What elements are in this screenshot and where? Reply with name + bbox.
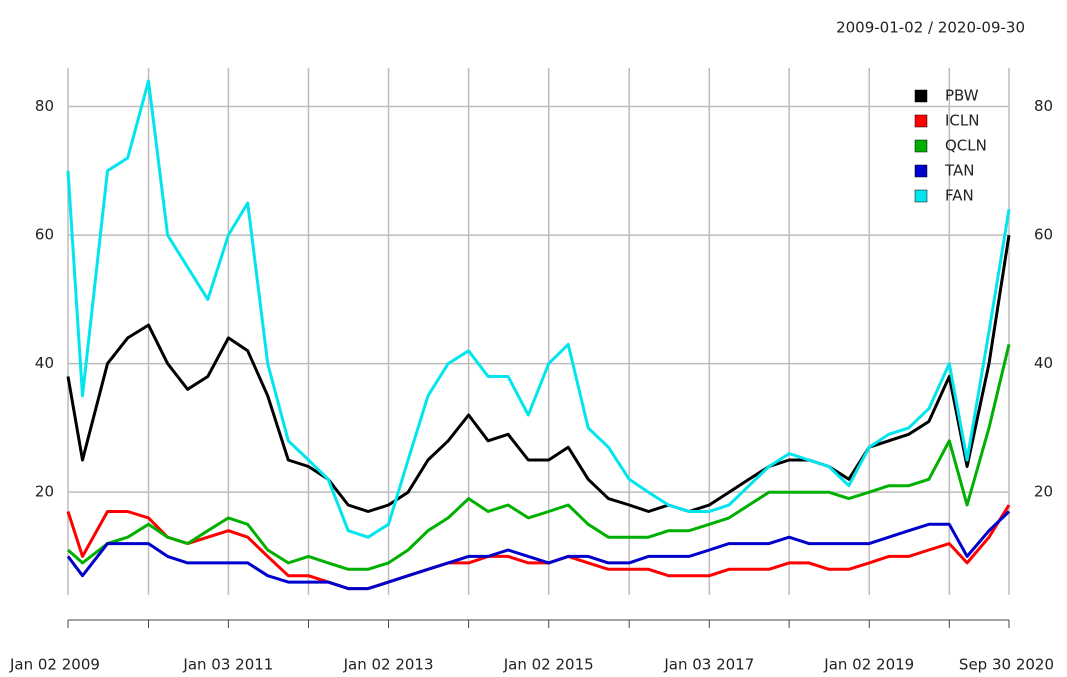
legend-swatch	[914, 164, 928, 178]
series-line	[66, 510, 1011, 591]
y-tick-label-right: 80	[1034, 97, 1053, 115]
series-line	[66, 234, 1011, 513]
y-tick-label: 60	[35, 226, 54, 244]
x-tick-label: Jan 02 2013	[343, 656, 434, 674]
series-line	[66, 79, 1011, 539]
x-tick-label: Jan 02 2015	[503, 656, 594, 674]
series-line	[67, 344, 1011, 571]
legend-label: QCLN	[945, 137, 987, 155]
legend-swatch	[914, 89, 928, 103]
date-range: 2009-01-02 / 2020-09-30	[836, 19, 1025, 37]
x-tick-label: Jan 02 2009	[9, 656, 100, 674]
y-tick-label: 20	[35, 483, 54, 501]
legend-swatch	[914, 189, 928, 203]
y-tick-label-right: 60	[1034, 226, 1053, 244]
y-tick-label-right: 40	[1034, 354, 1053, 372]
legend-label: TAN	[944, 162, 974, 180]
legend-swatch	[914, 114, 928, 128]
legend-swatch	[914, 139, 928, 153]
series-line	[66, 504, 1011, 591]
x-tick-label: Sep 30 2020	[959, 656, 1054, 674]
x-tick-label: Jan 02 2019	[823, 656, 914, 674]
y-tick-label: 80	[35, 97, 54, 115]
legend-label: FAN	[945, 187, 974, 205]
legend-label: PBW	[945, 87, 979, 105]
x-tick-label: Jan 03 2011	[182, 656, 273, 674]
y-tick-label-right: 20	[1034, 483, 1053, 501]
legend-label: ICLN	[945, 112, 979, 130]
y-tick-label: 40	[35, 354, 54, 372]
x-tick-label: Jan 03 2017	[663, 656, 754, 674]
